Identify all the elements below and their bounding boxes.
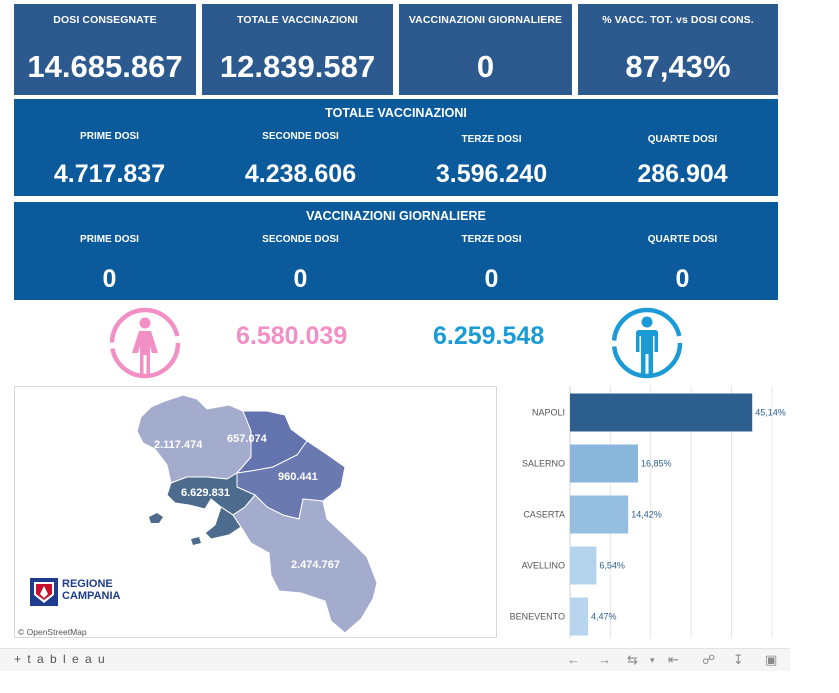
category-label: AVELLINO (522, 561, 565, 571)
kpi-value: 87,43% (625, 49, 731, 84)
bar (570, 495, 629, 534)
kpi-label: TOTALE VACCINAZIONI (237, 14, 358, 26)
female-count: 6.580.039 (236, 322, 348, 350)
col-value: 4.717.837 (53, 160, 166, 188)
kpi-label: DOSI CONSEGNATE (53, 14, 157, 26)
panel-title: TOTALE VACCINAZIONI (325, 106, 467, 120)
bar (570, 597, 589, 636)
download-icon[interactable]: ↧ (733, 652, 744, 667)
tableau-toolbar: + t a b l e a u ← → ⇆ ▾ ⇤ ☍ ↧ ▣ (0, 648, 790, 671)
col-label: QUARTE DOSI (647, 234, 718, 245)
campania-map[interactable]: 2.117.474 657.074 960.441 6.629.831 2.47… (14, 386, 497, 638)
data-label: 4,47% (591, 612, 617, 622)
col-value: 0 (102, 265, 117, 293)
prime-dosi-total: PRIME DOSI (14, 131, 205, 142)
data-label: 16,85% (641, 459, 672, 469)
logo-line1: REGIONE (62, 578, 113, 590)
avellino-label: 960.441 (278, 471, 318, 483)
share-icon[interactable]: ☍ (702, 652, 716, 667)
tableau-logo[interactable]: + t a b l e a u (14, 652, 106, 666)
col-label: PRIME DOSI (80, 131, 139, 142)
ischia-island (149, 513, 163, 523)
data-label: 45,14% (755, 408, 786, 418)
category-label: SALERNO (522, 459, 565, 469)
kpi-percent-vaccinazioni: % VACC. TOT. vs DOSI CONS. 87,43% (578, 4, 778, 95)
quarte-dosi-total: QUARTE DOSI (587, 134, 778, 145)
kpi-dosi-consegnate: DOSI CONSEGNATE 14.685.867 (14, 4, 196, 95)
seconde-dosi-total: SECONDE DOSI (205, 131, 396, 142)
caserta-label: 2.117.474 (154, 439, 203, 451)
category-label: BENEVENTO (510, 612, 565, 622)
revert-dropdown-icon[interactable]: ▾ (650, 655, 655, 665)
col-value: 0 (293, 265, 308, 293)
terze-dosi-daily: TERZE DOSI (396, 234, 587, 245)
col-value: 286.904 (637, 160, 728, 188)
province-bar-chart: NAPOLI 45,14% SALERNO 16,85% CASERTA 14,42% AV… (502, 386, 792, 638)
bar (570, 546, 597, 585)
data-label: 6,54% (599, 561, 625, 571)
kpi-vaccinazioni-giornaliere: VACCINAZIONI GIORNALIERE 0 (399, 4, 572, 95)
kpi-value: 12.839.587 (219, 49, 376, 84)
revert-icon[interactable]: ⇆ (627, 652, 638, 667)
seconde-dosi-daily: SECONDE DOSI (205, 234, 396, 245)
col-value: 4.238.606 (244, 160, 357, 188)
reset-icon[interactable]: ⇤ (668, 652, 679, 667)
salerno-province (232, 494, 378, 634)
col-label: QUARTE DOSI (647, 134, 718, 145)
map-attribution[interactable]: © OpenStreetMap (18, 627, 87, 637)
bar-chart-svg: NAPOLI 45,14% SALERNO 16,85% CASERTA 14,42% AV… (510, 386, 786, 638)
category-label: NAPOLI (532, 408, 565, 418)
col-label: PRIME DOSI (80, 234, 139, 245)
salerno-label: 2.474.767 (291, 559, 340, 571)
data-label: 14,42% (631, 510, 662, 520)
vaccinazioni-giornaliere-panel: VACCINAZIONI GIORNALIERE PRIME DOSI SECO… (14, 202, 778, 300)
redo-icon[interactable]: → (598, 652, 611, 667)
kpi-value: 14.685.867 (27, 49, 183, 84)
quarte-dosi-daily: QUARTE DOSI (587, 234, 778, 245)
col-value: 3.596.240 (435, 160, 548, 188)
bar (570, 393, 753, 432)
col-label: TERZE DOSI (461, 234, 522, 245)
napoli-label: 6.629.831 (181, 487, 230, 499)
panel-title: VACCINAZIONI GIORNALIERE (306, 209, 486, 223)
male-person-icon (610, 306, 684, 380)
female-person-icon (108, 306, 182, 380)
male-count: 6.259.548 (433, 322, 545, 350)
kpi-label: % VACC. TOT. vs DOSI CONS. (602, 14, 754, 26)
col-value: 0 (484, 265, 499, 293)
category-label: CASERTA (523, 510, 565, 520)
fullscreen-icon[interactable]: ▣ (765, 652, 778, 667)
capri-island (191, 537, 201, 545)
prime-dosi-daily: PRIME DOSI (14, 234, 205, 245)
benevento-label: 657.074 (227, 433, 267, 445)
kpi-value: 0 (476, 49, 495, 84)
col-label: SECONDE DOSI (262, 234, 339, 245)
undo-icon[interactable]: ← (567, 652, 580, 667)
col-label: TERZE DOSI (461, 134, 522, 145)
terze-dosi-total: TERZE DOSI (396, 134, 587, 145)
logo-line2: CAMPANIA (62, 590, 121, 602)
bar (570, 444, 639, 483)
totale-vaccinazioni-panel: TOTALE VACCINAZIONI PRIME DOSI SECONDE D… (14, 99, 778, 196)
tableau-brand-text: + t a b l e a u (14, 652, 107, 666)
kpi-totale-vaccinazioni: TOTALE VACCINAZIONI 12.839.587 (202, 4, 393, 95)
col-label: SECONDE DOSI (262, 131, 339, 142)
col-value: 0 (675, 265, 690, 293)
kpi-label: VACCINAZIONI GIORNALIERE (408, 14, 563, 26)
